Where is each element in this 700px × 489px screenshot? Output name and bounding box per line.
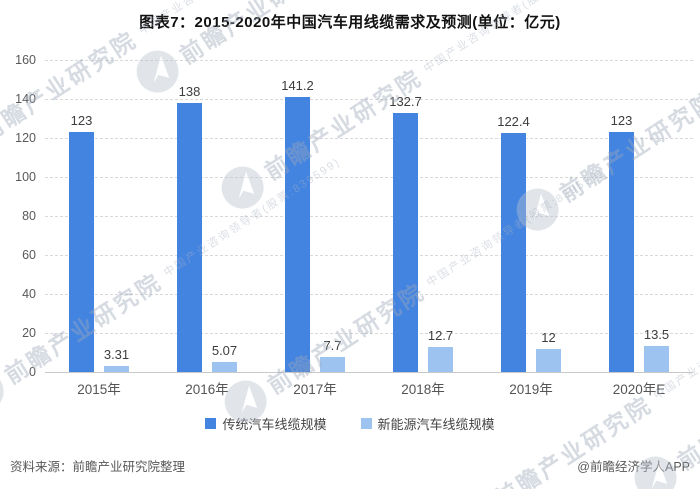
credit-note: @前瞻经济学人APP xyxy=(577,460,690,474)
bar-value-label: 141.2 xyxy=(281,77,314,93)
legend-swatch xyxy=(205,418,217,429)
bar xyxy=(320,356,345,372)
bar xyxy=(393,113,418,372)
chart-title: 图表7：2015-2020年中国汽车用线缆需求及预测(单位：亿元) xyxy=(139,14,561,31)
x-axis-category-label: 2020年E xyxy=(612,382,666,397)
x-axis-category-label: 2015年 xyxy=(77,382,121,397)
bar xyxy=(69,132,94,372)
bar-value-label: 5.07 xyxy=(211,343,238,359)
legend: 传统汽车线缆规模 新能源汽车线缆规模 xyxy=(0,414,700,433)
bar-value-label: 13.5 xyxy=(643,326,670,342)
legend-item: 新能源汽车线缆规模 xyxy=(360,414,495,433)
bar xyxy=(644,345,669,372)
gridline xyxy=(45,177,693,178)
y-axis-tick-label: 20 xyxy=(22,326,36,340)
bar-value-label: 3.31 xyxy=(103,346,130,362)
footer: 资料来源：前瞻产业研究院整理 @前瞻经济学人APP xyxy=(10,456,690,475)
gridline xyxy=(45,216,693,217)
bar-value-label: 12.7 xyxy=(427,328,454,344)
bar xyxy=(177,102,202,372)
source-note: 资料来源：前瞻产业研究院整理 xyxy=(10,460,186,474)
bar-value-label: 7.7 xyxy=(323,337,342,353)
bar-value-label: 123 xyxy=(70,113,93,129)
gridline xyxy=(45,333,693,334)
bar xyxy=(609,132,634,372)
gridline xyxy=(45,255,693,256)
y-axis-tick-label: 140 xyxy=(15,92,36,106)
legend-item-label: 新能源汽车线缆规模 xyxy=(377,417,495,432)
gridline xyxy=(45,372,693,373)
gridline xyxy=(45,60,693,61)
legend-swatch xyxy=(360,418,372,429)
bar-value-label: 138 xyxy=(178,83,201,99)
y-axis-tick-label: 0 xyxy=(29,365,36,379)
gridline xyxy=(45,99,693,100)
x-axis-category-label: 2018年 xyxy=(401,382,445,397)
x-axis-category-label: 2019年 xyxy=(509,382,553,397)
bar xyxy=(285,96,310,372)
y-axis-tick-label: 60 xyxy=(22,248,36,262)
y-axis-tick-label: 80 xyxy=(22,209,36,223)
bar-value-label: 123 xyxy=(610,113,633,129)
bar-value-label: 122.4 xyxy=(497,114,530,130)
bar-value-label: 12 xyxy=(541,329,556,345)
y-axis-tick-label: 160 xyxy=(15,53,36,67)
legend-item-label: 传统汽车线缆规模 xyxy=(222,417,327,432)
bar xyxy=(104,365,129,372)
legend-item: 传统汽车线缆规模 xyxy=(205,414,327,433)
gridline xyxy=(45,138,693,139)
y-axis-tick-label: 120 xyxy=(15,131,36,145)
gridline xyxy=(45,294,693,295)
y-axis-tick-label: 100 xyxy=(15,170,36,184)
bar xyxy=(536,348,561,372)
bar-value-label: 132.7 xyxy=(389,94,422,110)
bar xyxy=(501,133,526,372)
bar xyxy=(428,347,453,372)
bar xyxy=(212,362,237,372)
x-axis-category-label: 2017年 xyxy=(293,382,337,397)
x-axis-category-label: 2016年 xyxy=(185,382,229,397)
y-axis-tick-label: 40 xyxy=(22,287,36,301)
